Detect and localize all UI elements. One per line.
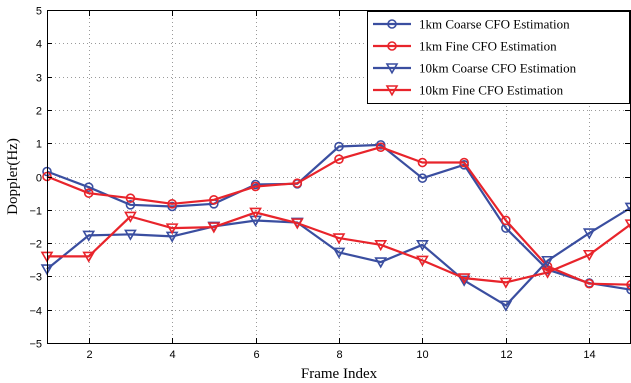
y-tick-label: −4 [29, 306, 42, 318]
y-tick-label: 4 [36, 39, 42, 51]
legend-box [367, 11, 630, 104]
data-point [626, 279, 631, 290]
x-tick-label: 4 [169, 349, 175, 361]
y-tick-label: −5 [29, 339, 42, 351]
data-point [209, 195, 219, 205]
y-axis-label: Doppler(Hz) [5, 138, 21, 215]
y-tick-label: −1 [29, 206, 42, 218]
data-point [457, 273, 471, 285]
legend: 1km Coarse CFO Estimation 1km Fine CFO Es… [367, 11, 630, 104]
data-point [167, 201, 177, 212]
y-tick-label: 5 [36, 6, 42, 18]
data-point [124, 229, 137, 241]
data-point [334, 141, 344, 152]
legend-label: 1km Fine CFO Estimation [419, 39, 557, 54]
y-tick-label: 3 [36, 73, 42, 85]
data-point [374, 257, 388, 269]
data-point [82, 251, 96, 263]
data-point [417, 157, 428, 168]
data-point [501, 215, 511, 226]
data-point [624, 219, 631, 231]
legend-marker [387, 19, 397, 29]
series-line [47, 211, 631, 284]
legend-entry: 10km Fine CFO Estimation [373, 83, 564, 98]
x-axis-label: Frame Index [301, 366, 378, 382]
data-point [375, 142, 386, 152]
series-2 [42, 142, 631, 290]
y-tick-label: −2 [29, 239, 42, 251]
legend-marker [387, 41, 397, 51]
data-point [250, 181, 261, 192]
legend-entry: 10km Coarse CFO Estimation [373, 61, 577, 76]
data-point [332, 233, 346, 245]
data-point [459, 157, 469, 168]
data-point [626, 284, 631, 295]
data-point [334, 154, 344, 164]
data-point [167, 199, 177, 209]
data-point [83, 188, 94, 198]
data-point [541, 267, 554, 279]
x-tick-label: 8 [336, 349, 342, 361]
data-point [416, 255, 429, 267]
x-tick-label: 14 [583, 349, 595, 361]
data-point [249, 207, 262, 219]
legend-label: 10km Fine CFO Estimation [419, 83, 564, 98]
data-point [624, 202, 631, 214]
y-tick-label: 1 [36, 139, 42, 151]
y-tick-label: −3 [29, 272, 42, 284]
data-point [541, 255, 554, 268]
data-point [584, 278, 595, 289]
series-line [46, 143, 631, 291]
legend-entry: 1km Coarse CFO Estimation [373, 17, 570, 32]
data-point [582, 228, 596, 240]
x-tick-label: 10 [416, 349, 428, 361]
legend-marker [385, 85, 399, 97]
data-point [292, 178, 303, 188]
series-layer [40, 140, 631, 312]
data-point [499, 300, 513, 312]
data-point [374, 239, 388, 252]
data-point [499, 277, 513, 289]
data-point [82, 230, 96, 242]
legend-label: 1km Coarse CFO Estimation [419, 17, 570, 32]
data-point [290, 218, 304, 230]
data-point [83, 182, 94, 192]
data-point [417, 173, 428, 183]
data-point [582, 249, 596, 262]
x-tick-label: 2 [86, 349, 92, 361]
y-tick-label: 0 [36, 173, 42, 185]
legend-label: 10km Coarse CFO Estimation [419, 61, 577, 76]
data-point [416, 239, 429, 252]
legend-entry: 1km Fine CFO Estimation [373, 39, 557, 54]
data-point [165, 223, 179, 235]
series-4 [40, 207, 631, 289]
data-point [332, 247, 346, 259]
data-point [457, 275, 471, 287]
y-tick-label: 2 [36, 106, 42, 118]
data-point [125, 200, 136, 210]
data-point [124, 211, 137, 223]
data-point [125, 193, 136, 203]
legend-marker [385, 63, 399, 75]
x-tick-label: 6 [253, 349, 259, 361]
data-point [207, 222, 221, 234]
series-line [46, 146, 631, 286]
x-tick-label: 12 [500, 349, 512, 361]
